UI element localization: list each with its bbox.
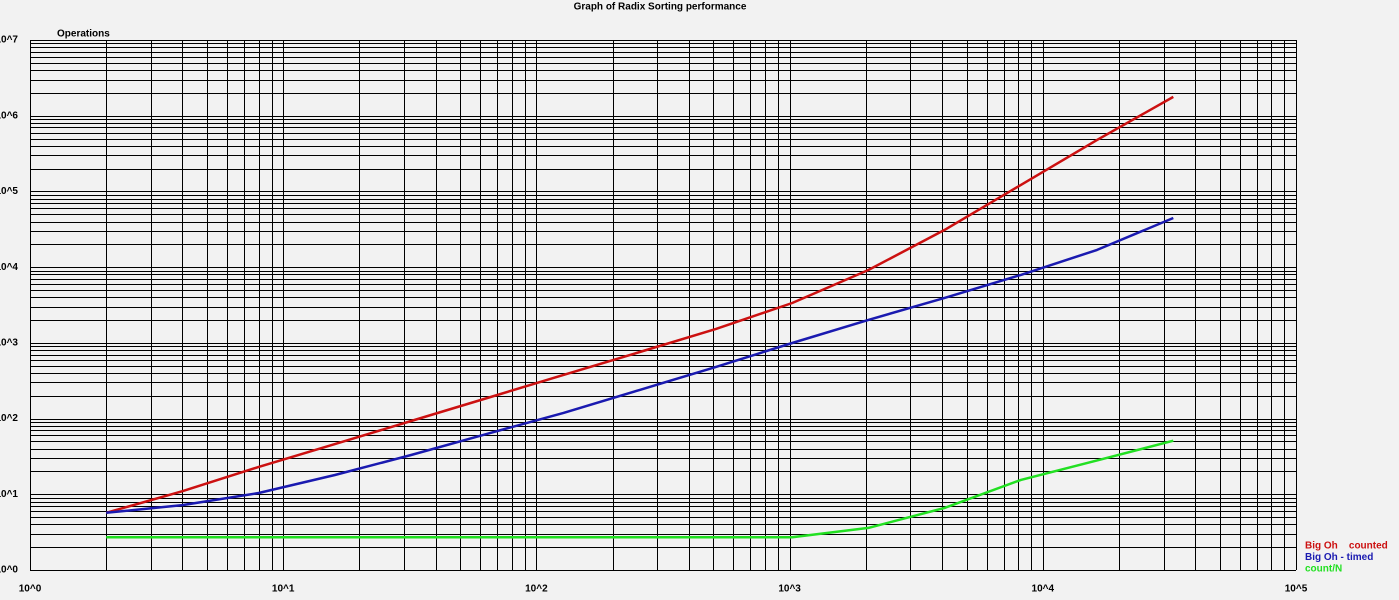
y-tick-label: 10^5 — [0, 186, 18, 197]
legend-entry: Big Oh - timed — [1305, 552, 1373, 563]
x-tick-label: 10^3 — [778, 584, 801, 595]
y-tick-label: 10^0 — [0, 565, 18, 576]
x-tick-label: 10^0 — [19, 584, 42, 595]
y-tick-label: 10^6 — [0, 110, 18, 121]
y-tick-label: 10^3 — [0, 337, 18, 348]
series-line — [105, 95, 1174, 515]
y-tick-label: 10^2 — [0, 413, 18, 424]
legend-entry: Big Oh counted — [1305, 541, 1388, 552]
legend-entry: count/N — [1305, 564, 1342, 575]
x-tick-label: 10^5 — [1285, 584, 1308, 595]
x-tick-label: 10^4 — [1032, 584, 1055, 595]
y-axis-label: Operations — [57, 29, 110, 40]
y-tick-label: 10^1 — [0, 489, 18, 500]
x-tick-label: 10^2 — [525, 584, 548, 595]
y-tick-label: 10^4 — [0, 262, 18, 273]
y-tick-label: 10^7 — [0, 35, 18, 46]
series-line — [106, 439, 1174, 539]
chart-title: Graph of Radix Sorting performance — [574, 2, 747, 13]
x-tick-label: 10^1 — [272, 584, 295, 595]
series-line — [106, 216, 1174, 515]
